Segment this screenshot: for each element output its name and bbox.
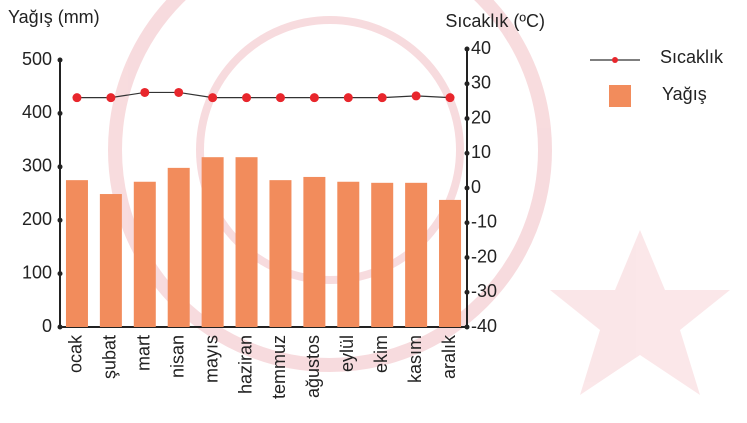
y-axis-title: Yağış (mm) xyxy=(8,7,100,27)
y2-tick-label: -40 xyxy=(471,316,497,336)
y-tick xyxy=(58,58,63,63)
x-tick-label: şubat xyxy=(100,335,120,379)
y2-tick-label: -20 xyxy=(471,246,497,266)
line xyxy=(77,92,450,97)
y-tick-label: 500 xyxy=(22,49,52,69)
y2-tick-label: -30 xyxy=(471,281,497,301)
x-tick-label: temmuz xyxy=(269,335,289,399)
legend-label: Sıcaklık xyxy=(660,47,724,67)
y-tick-label: 200 xyxy=(22,209,52,229)
line-marker xyxy=(412,91,421,100)
legend-marker xyxy=(612,57,618,63)
y2-tick xyxy=(465,255,470,260)
bar xyxy=(100,194,122,327)
bar xyxy=(337,182,359,327)
y-tick-label: 100 xyxy=(22,262,52,282)
y-tick xyxy=(58,218,63,223)
x-tick-label: ağustos xyxy=(303,335,323,398)
bar xyxy=(236,157,258,327)
y2-tick-label: 30 xyxy=(471,73,491,93)
bar xyxy=(439,200,461,327)
x-tick-label: ocak xyxy=(66,334,86,373)
bar xyxy=(66,180,88,327)
y2-tick-label: 20 xyxy=(471,107,491,127)
y2-axis-title: Sıcaklık (ºC) xyxy=(445,11,545,31)
line-marker xyxy=(310,93,319,102)
line-marker xyxy=(208,93,217,102)
x-tick-label: eylül xyxy=(337,335,357,372)
y2-tick xyxy=(465,290,470,295)
y2-tick xyxy=(465,151,470,156)
line-marker xyxy=(106,93,115,102)
legend-swatch xyxy=(609,85,631,107)
y2-tick-label: 40 xyxy=(471,38,491,58)
bar xyxy=(202,157,224,327)
y2-tick-label: 10 xyxy=(471,142,491,162)
line-marker xyxy=(276,93,285,102)
y2-tick xyxy=(465,325,470,330)
legend-label: Yağış xyxy=(662,84,707,104)
bar xyxy=(134,182,156,327)
x-tick-label: mayıs xyxy=(201,335,221,383)
y-tick xyxy=(58,111,63,116)
line-marker xyxy=(378,93,387,102)
x-tick-label: mart xyxy=(134,335,154,371)
y2-tick xyxy=(465,186,470,191)
y-tick-label: 300 xyxy=(22,156,52,176)
bar xyxy=(269,180,291,327)
y-tick-label: 400 xyxy=(22,102,52,122)
y2-tick-label: 0 xyxy=(471,177,481,197)
line-marker xyxy=(174,88,183,97)
y-tick xyxy=(58,164,63,169)
x-tick-label: nisan xyxy=(167,335,187,378)
bar xyxy=(303,177,325,327)
y2-tick-label: -10 xyxy=(471,212,497,232)
x-tick-label: kasım xyxy=(405,335,425,383)
line-marker xyxy=(446,93,455,102)
chart: Yağış (mm) Sıcaklık (ºC) 010020030040050… xyxy=(0,0,747,423)
y-tick-label: 0 xyxy=(42,316,52,336)
y2-tick xyxy=(465,220,470,225)
y2-tick xyxy=(465,81,470,86)
y2-tick xyxy=(465,47,470,52)
line-marker xyxy=(140,88,149,97)
x-tick-label: aralık xyxy=(439,334,459,379)
x-tick-label: ekim xyxy=(371,335,391,373)
bar xyxy=(405,183,427,327)
x-tick-label: haziran xyxy=(235,335,255,394)
bar xyxy=(168,168,190,327)
line-marker xyxy=(72,93,81,102)
line-marker xyxy=(242,93,251,102)
y-tick xyxy=(58,325,63,330)
y2-tick xyxy=(465,116,470,121)
bar xyxy=(371,183,393,327)
line-marker xyxy=(344,93,353,102)
y-tick xyxy=(58,271,63,276)
